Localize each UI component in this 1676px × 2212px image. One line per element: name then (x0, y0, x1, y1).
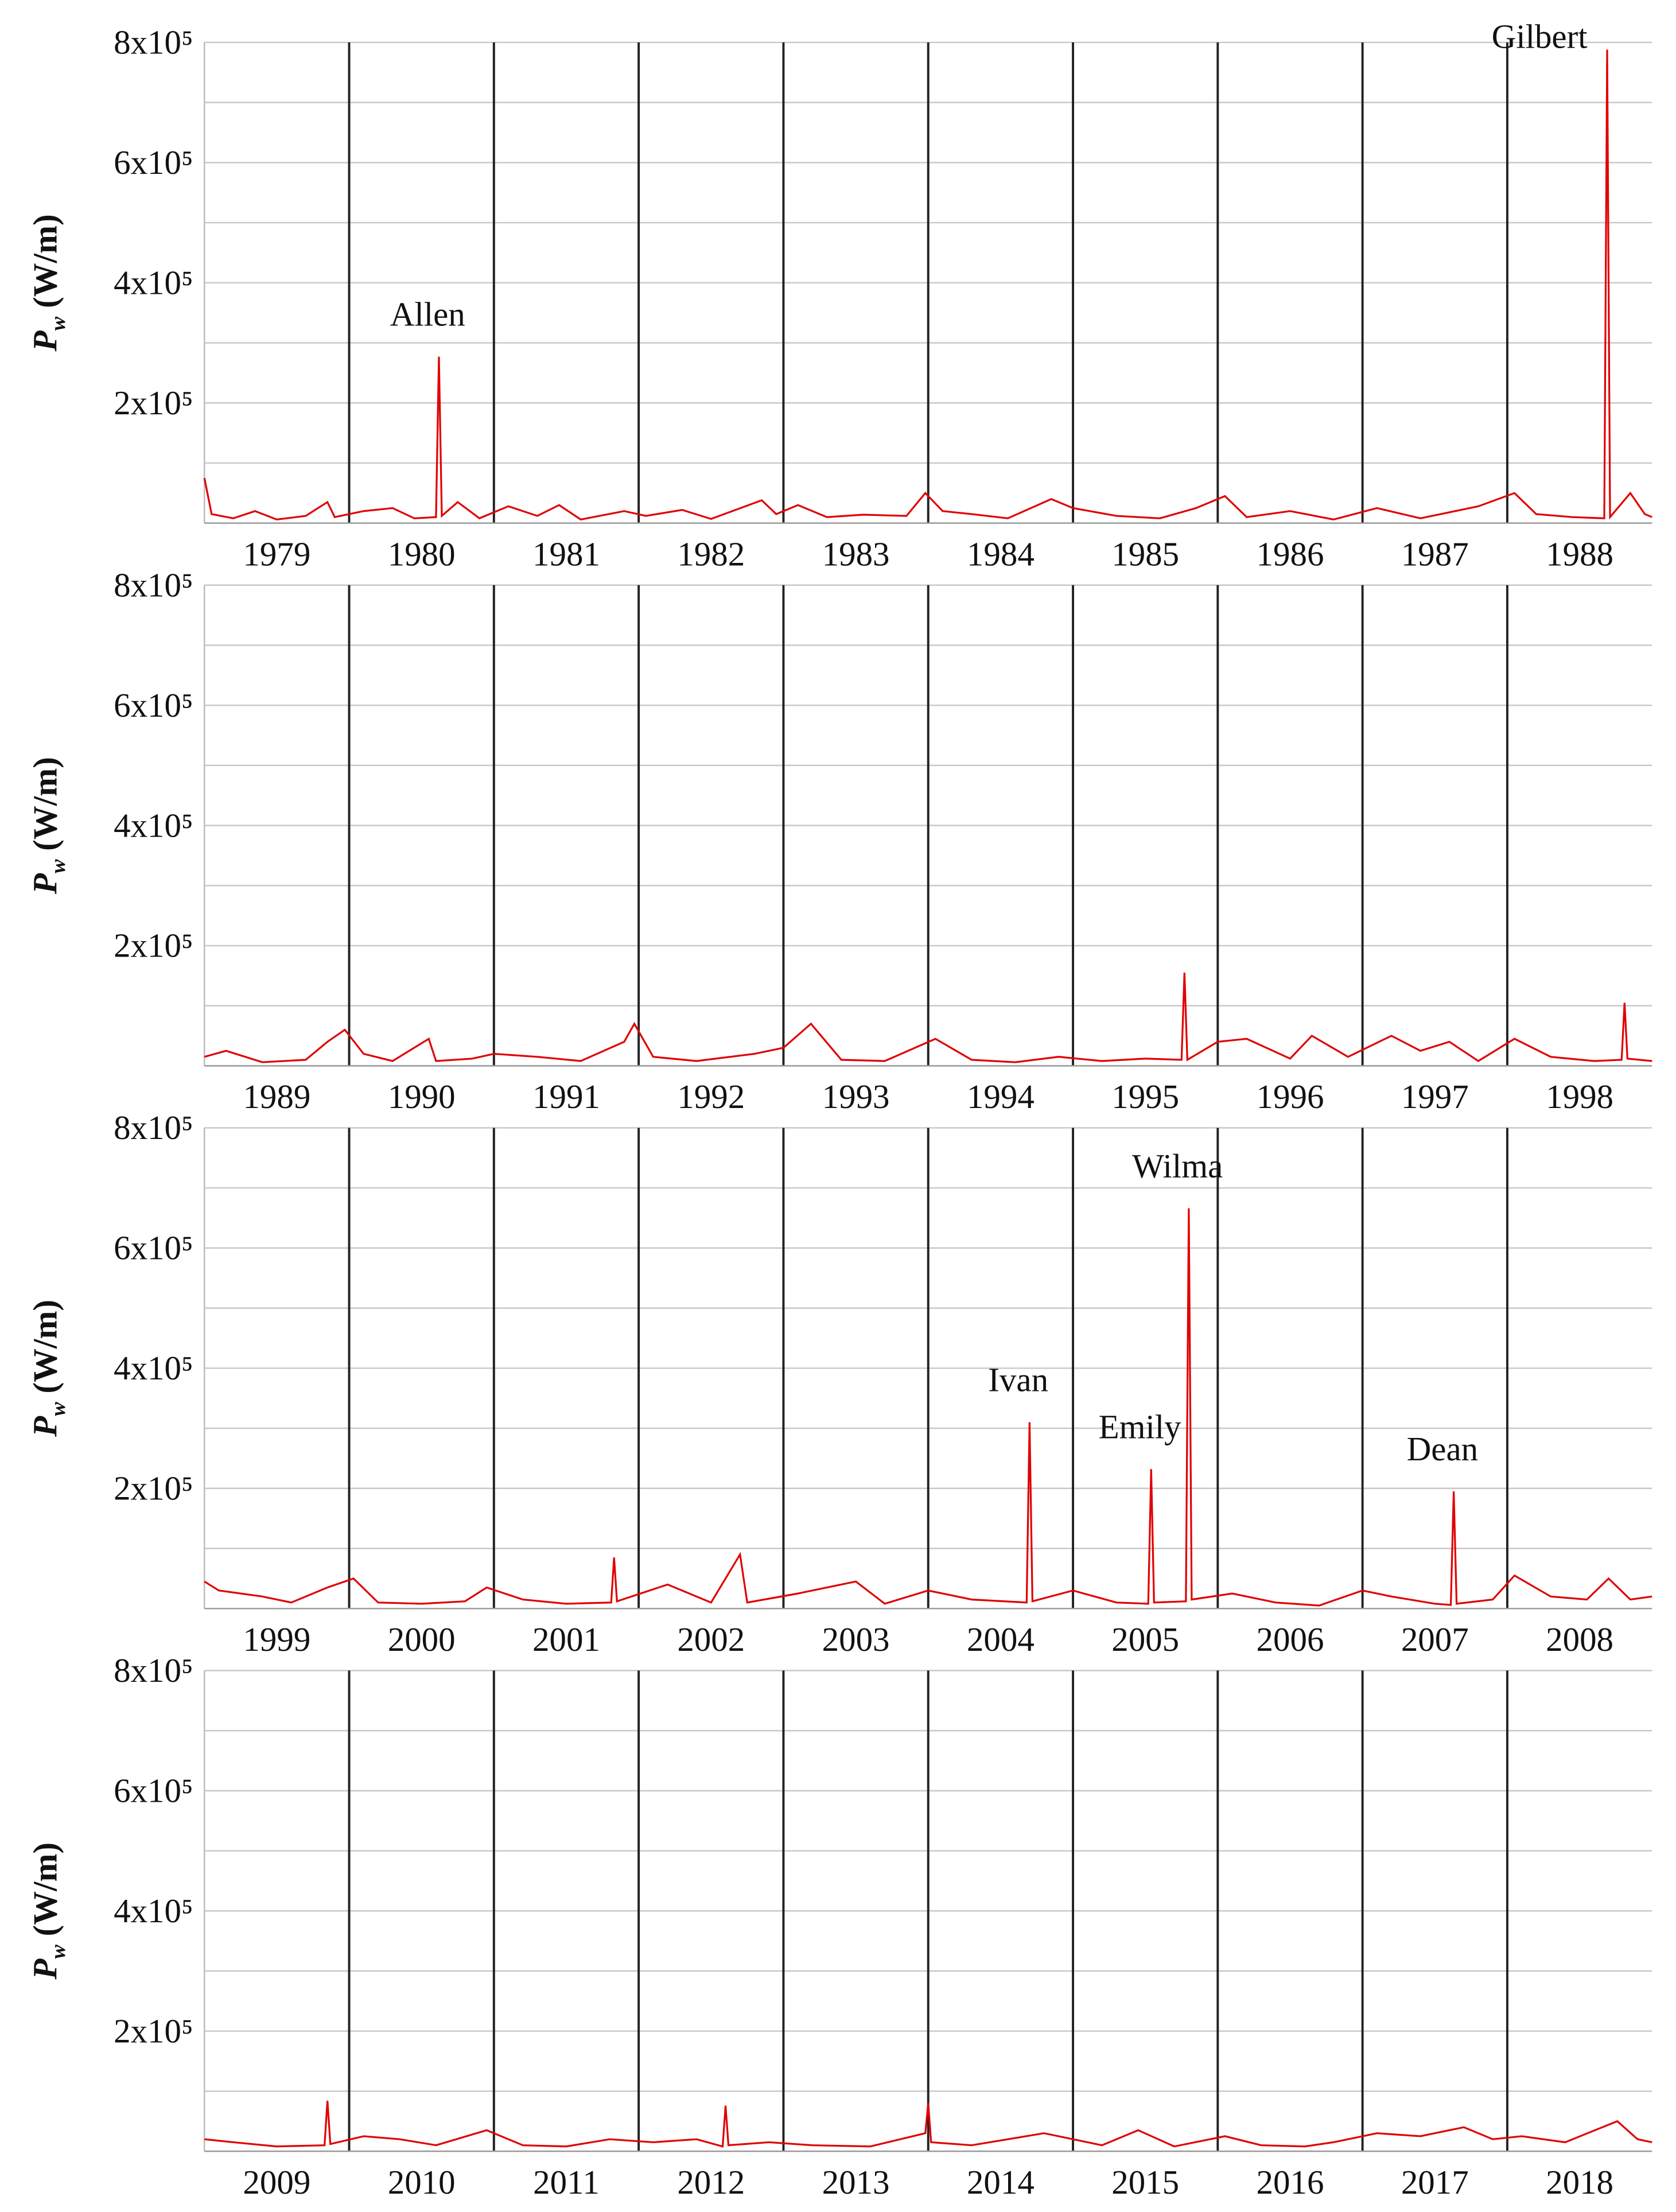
x-tick-label: 1982 (677, 535, 745, 573)
x-tick-label: 2018 (1546, 2163, 1613, 2201)
x-tick-label: 2012 (677, 2163, 745, 2201)
x-tick-label: 1991 (532, 1078, 600, 1115)
x-tick-label: 2006 (1257, 1620, 1324, 1658)
annotation: Gilbert (1492, 18, 1588, 56)
x-tick-label: 1992 (677, 1078, 745, 1115)
data-line (204, 2101, 1652, 2148)
x-tick-label: 1994 (967, 1078, 1035, 1115)
y-tick-label: 2x10⁵ (114, 2012, 193, 2050)
x-tick-label: 2001 (532, 1620, 600, 1658)
annotation: Emily (1099, 1408, 1182, 1445)
x-tick-label: 1997 (1401, 1078, 1469, 1115)
y-tick-label: 6x10⁵ (114, 1229, 193, 1267)
x-tick-label: 2007 (1401, 1620, 1469, 1658)
y-tick-label: 2x10⁵ (114, 927, 193, 965)
y-tick-label: 8x10⁵ (114, 24, 193, 61)
y-tick-label: 2x10⁵ (114, 384, 193, 422)
x-tick-label: 2014 (967, 2163, 1035, 2201)
y-label-unit: (W/m) (26, 757, 64, 851)
panel: 2x10⁵ 4x10⁵ 6x10⁵ 8x10⁵ 1979 1980 1981 1982 1983… (26, 18, 1652, 573)
y-tick-label: 8x10⁵ (114, 566, 193, 604)
x-tick-label: 1988 (1546, 535, 1613, 573)
x-tick-label: 1993 (822, 1078, 890, 1115)
y-axis-label: Pw (W/m) (26, 214, 69, 352)
y-tick-label: 4x10⁵ (114, 806, 193, 844)
y-tick-label: 8x10⁵ (114, 1109, 193, 1146)
y-label-unit: (W/m) (26, 1300, 64, 1394)
y-axis-label: Pw (W/m) (26, 757, 69, 895)
x-tick-label: 2010 (388, 2163, 456, 2201)
x-tick-label: 2011 (533, 2163, 600, 2201)
y-axis-label: Pw (W/m) (26, 1842, 69, 1980)
x-tick-label: 1995 (1111, 1078, 1179, 1115)
x-tick-label: 1999 (243, 1620, 310, 1658)
x-tick-label: 1984 (967, 535, 1035, 573)
y-label-symbol: P (26, 330, 64, 352)
y-tick-label: 6x10⁵ (114, 1771, 193, 1809)
y-label-subscript: w (46, 1402, 69, 1416)
y-tick-label: 4x10⁵ (114, 1349, 193, 1387)
x-tick-label: 2017 (1401, 2163, 1469, 2201)
x-tick-label: 2002 (677, 1620, 745, 1658)
x-tick-label: 1981 (532, 535, 600, 573)
x-tick-label: 1989 (243, 1078, 310, 1115)
data-line (203, 49, 1652, 521)
y-tick-label: 8x10⁵ (114, 1651, 193, 1689)
annotation: Wilma (1132, 1147, 1223, 1185)
data-line (204, 1208, 1652, 1607)
x-tick-label: 1986 (1257, 535, 1324, 573)
x-tick-label: 2008 (1546, 1620, 1613, 1658)
x-tick-label: 1983 (822, 535, 890, 573)
y-axis-label: Pw (W/m) (26, 1300, 69, 1437)
x-tick-label: 2005 (1111, 1620, 1179, 1658)
x-tick-label: 1990 (388, 1078, 456, 1115)
y-label-symbol: P (26, 873, 64, 895)
y-tick-label: 2x10⁵ (114, 1470, 193, 1507)
x-tick-label: 2013 (822, 2163, 890, 2201)
y-tick-label: 6x10⁵ (114, 143, 193, 181)
y-tick-label: 4x10⁵ (114, 1892, 193, 1930)
y-label-subscript: w (46, 316, 69, 331)
y-label-symbol: P (26, 1416, 64, 1437)
y-label-subscript: w (46, 1945, 69, 1959)
y-label-symbol: P (26, 1958, 64, 1980)
x-tick-label: 1996 (1257, 1078, 1324, 1115)
annotation: Dean (1407, 1430, 1478, 1468)
y-label-unit: (W/m) (26, 214, 64, 308)
panel: 2x10⁵ 4x10⁵ 6x10⁵ 8x10⁵ 1989 1990 1991 1992 1993… (26, 566, 1652, 1115)
panel: 2x10⁵ 4x10⁵ 6x10⁵ 8x10⁵ 2009 2010 2011 2012 2013… (26, 1651, 1652, 2201)
x-tick-label: 1979 (243, 535, 310, 573)
y-tick-label: 6x10⁵ (114, 686, 193, 724)
annotation: Ivan (988, 1361, 1048, 1399)
x-tick-label: 1998 (1546, 1078, 1613, 1115)
annotation: Allen (390, 296, 465, 333)
x-tick-label: 2015 (1111, 2163, 1179, 2201)
x-tick-label: 2003 (822, 1620, 890, 1658)
x-tick-label: 1985 (1111, 535, 1179, 573)
y-tick-label: 4x10⁵ (114, 263, 193, 301)
panel: 2x10⁵ 4x10⁵ 6x10⁵ 8x10⁵ 1999 2000 2001 2002 2003… (26, 1109, 1652, 1658)
x-tick-label: 2000 (388, 1620, 456, 1658)
x-tick-label: 1980 (388, 535, 456, 573)
x-tick-label: 2004 (967, 1620, 1035, 1658)
x-tick-label: 2016 (1257, 2163, 1324, 2201)
y-label-unit: (W/m) (26, 1842, 64, 1937)
x-tick-label: 1987 (1401, 535, 1469, 573)
y-label-subscript: w (46, 859, 69, 873)
data-line (204, 973, 1652, 1063)
x-tick-label: 2009 (243, 2163, 310, 2201)
